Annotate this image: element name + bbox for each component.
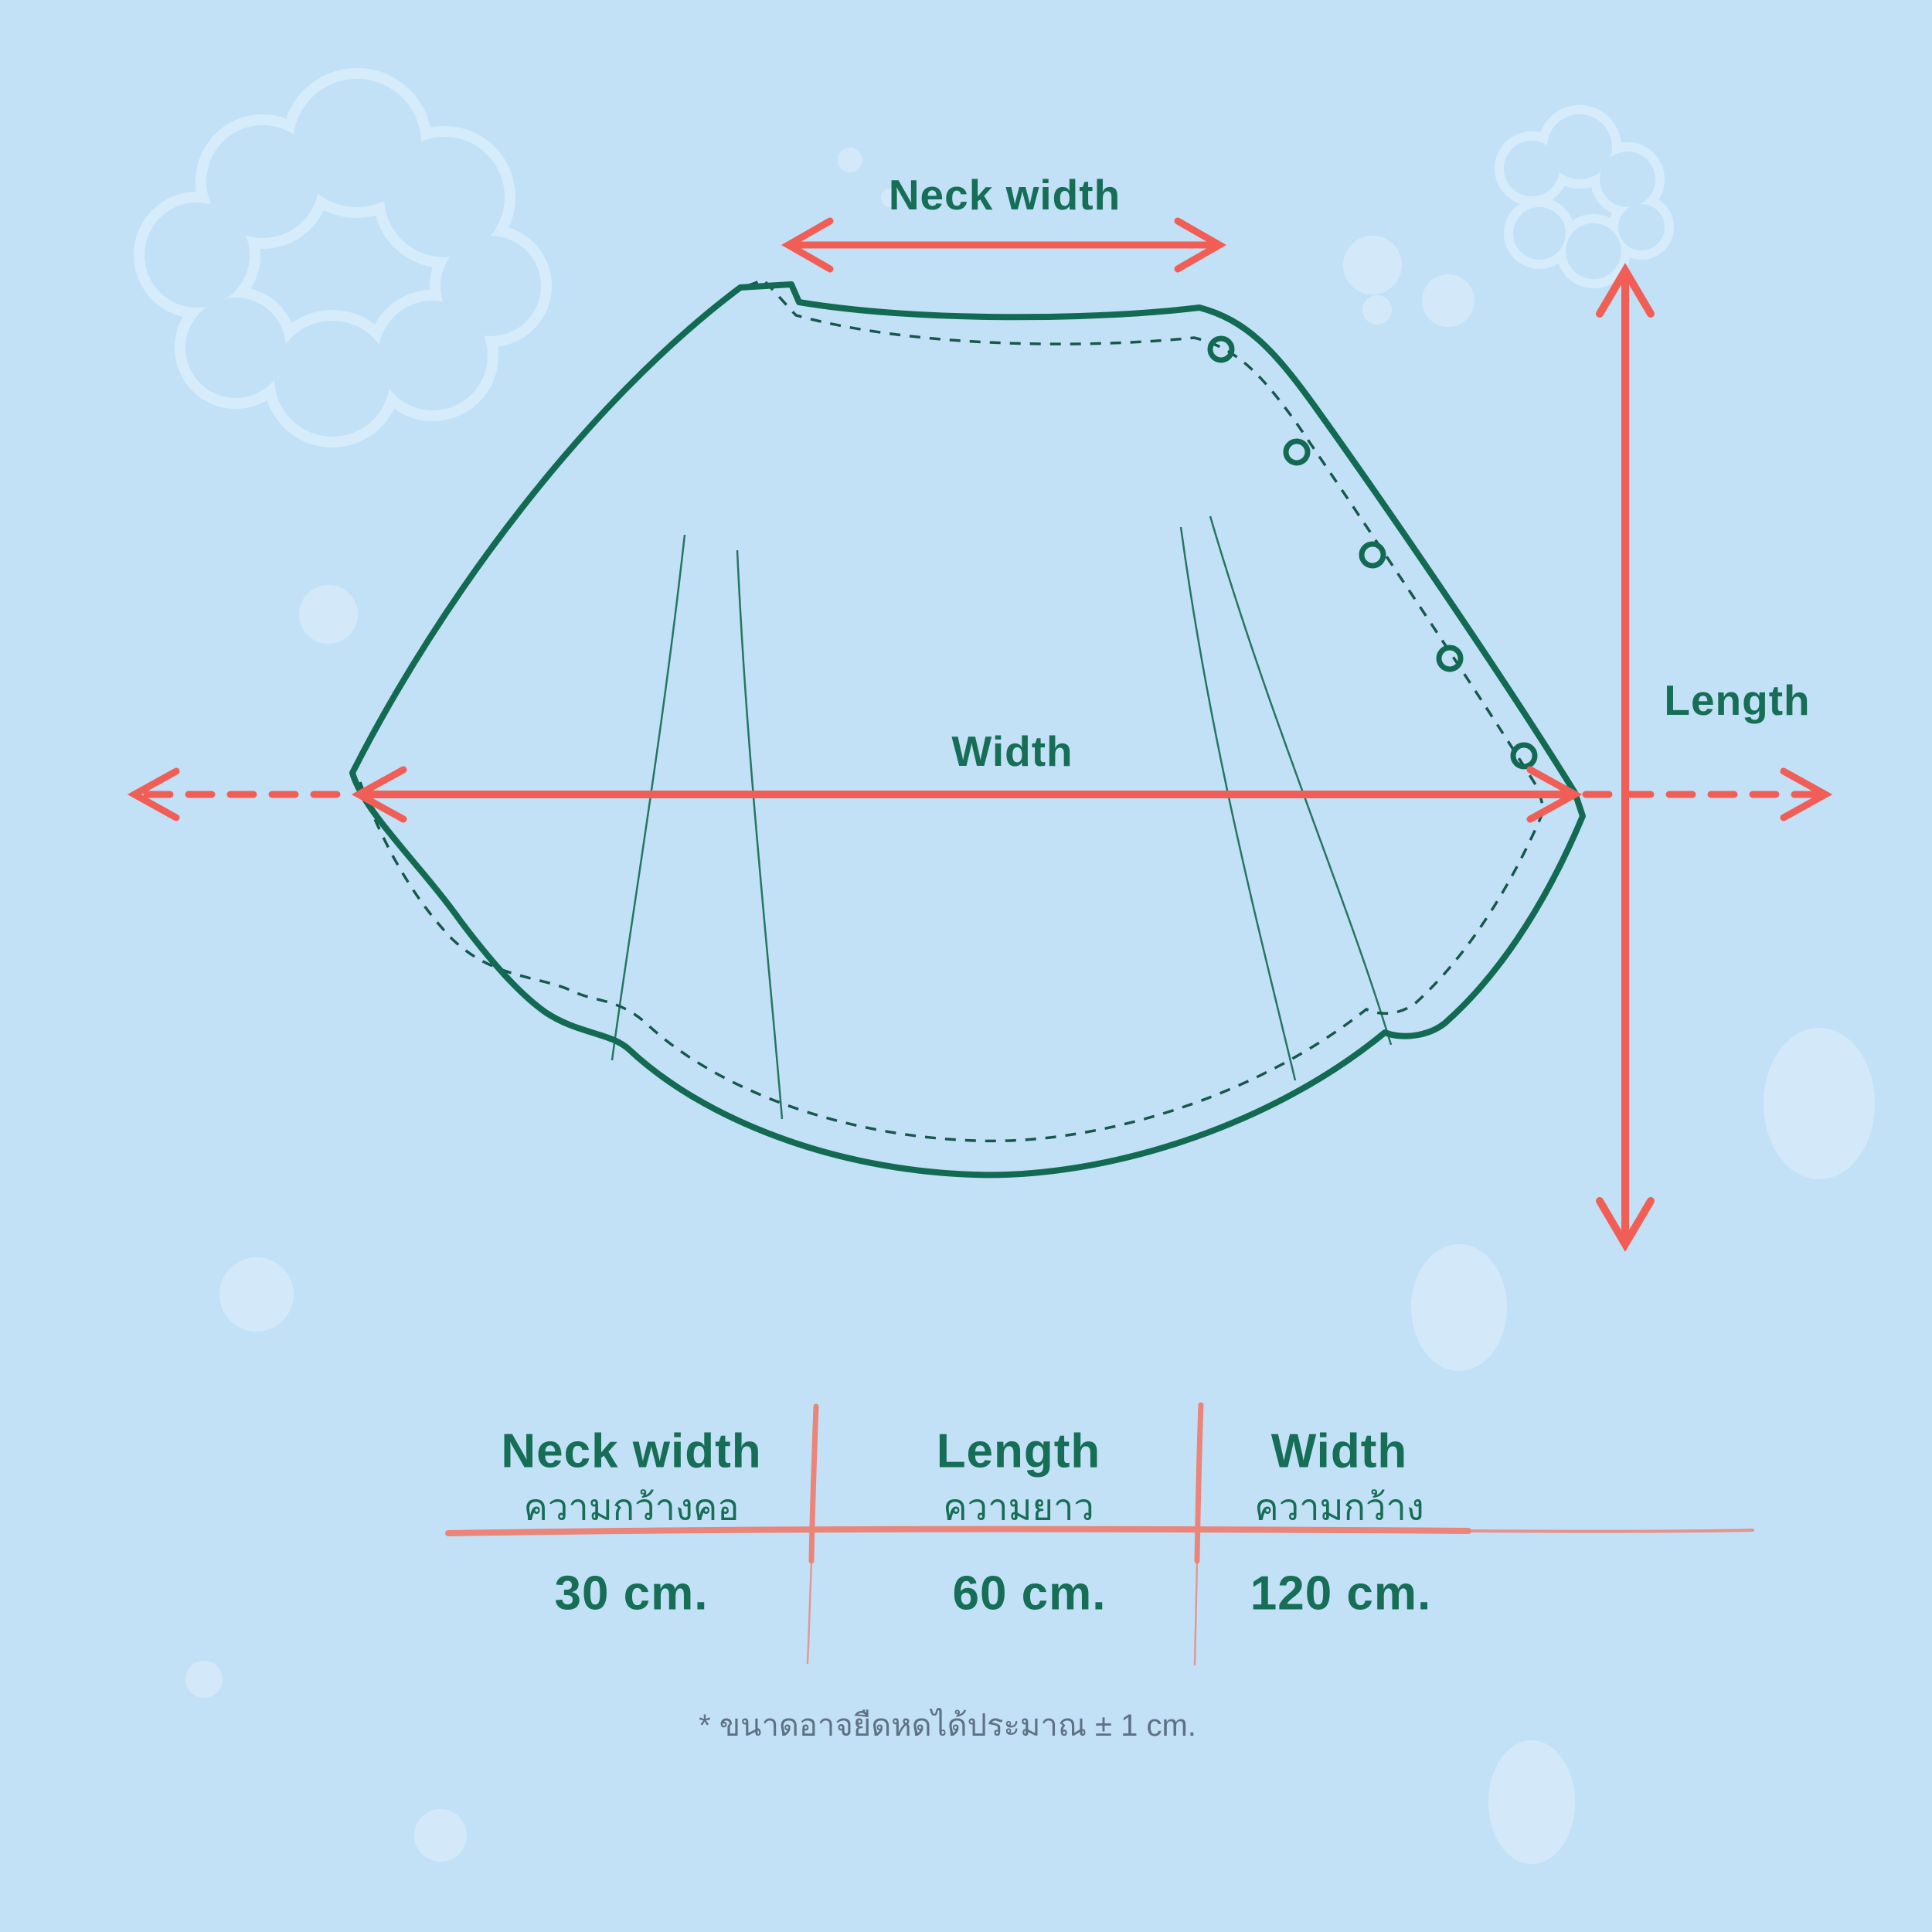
- size-tolerance-note: * ขนาดอาจยืดหดได้ประมาณ ± 1 cm.: [699, 1709, 1196, 1743]
- neck-width-arrow: [781, 217, 1227, 273]
- table-header-neck-width: Neck width: [501, 1424, 762, 1478]
- button-hole: [1207, 335, 1538, 770]
- fold-line: [611, 515, 1393, 1120]
- table-divider-vertical: [806, 1402, 1204, 1666]
- table-divider-horizontal: [445, 1526, 1754, 1536]
- table-header-width: Width: [1270, 1424, 1408, 1478]
- stitch-dashed-line: [359, 277, 1546, 1143]
- table-header-length: Length: [936, 1424, 1101, 1478]
- table-subheader-length-thai: ความยาว: [943, 1486, 1094, 1528]
- length-label: Length: [1664, 676, 1811, 724]
- cloud-icon: [134, 68, 552, 447]
- table-value-neck-width: 30 cm.: [554, 1566, 709, 1621]
- width-arrow: [127, 766, 1833, 823]
- table-value-length: 60 cm.: [952, 1566, 1107, 1621]
- cloud-icon: [1495, 105, 1674, 288]
- table-subheader-width-thai: ความกว้าง: [1254, 1486, 1424, 1528]
- table-subheader-neck-width-thai: ความกว้างคอ: [523, 1486, 740, 1528]
- width-label: Width: [951, 727, 1073, 775]
- garment-outline: [349, 281, 1586, 1179]
- neck-width-label: Neck width: [888, 171, 1121, 219]
- table-value-width: 120 cm.: [1250, 1566, 1432, 1621]
- bubble: [185, 148, 1875, 1864]
- length-arrow: [1596, 263, 1655, 1252]
